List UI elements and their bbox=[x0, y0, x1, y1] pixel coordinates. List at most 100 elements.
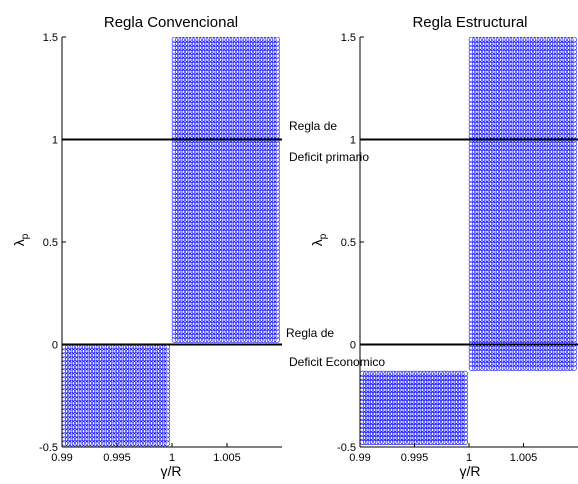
scatter-point bbox=[188, 264, 195, 271]
scatter-point bbox=[543, 100, 550, 107]
scatter-point bbox=[198, 72, 206, 79]
scatter-point bbox=[506, 156, 513, 163]
scatter-point bbox=[188, 140, 195, 147]
scatter-point bbox=[192, 68, 199, 75]
scatter-point bbox=[198, 216, 206, 223]
scatter-point bbox=[88, 396, 96, 403]
scatter-point bbox=[226, 108, 233, 115]
scatter-point bbox=[156, 388, 164, 395]
scatter-point bbox=[270, 332, 277, 339]
scatter-point bbox=[519, 37, 526, 43]
scatter-point bbox=[243, 100, 250, 107]
scatter-point bbox=[472, 104, 479, 111]
scatter-point bbox=[266, 56, 274, 63]
scatter-point bbox=[553, 160, 560, 167]
scatter-point bbox=[560, 220, 567, 227]
scatter-point bbox=[492, 64, 499, 71]
scatter-point bbox=[178, 248, 185, 255]
scatter-point bbox=[232, 152, 240, 159]
scatter-point bbox=[536, 268, 543, 275]
scatter-point bbox=[557, 68, 564, 75]
scatter-point bbox=[102, 400, 109, 407]
scatter-point bbox=[209, 96, 216, 103]
scatter-point bbox=[126, 400, 133, 407]
scatter-point bbox=[567, 140, 574, 147]
scatter-point bbox=[229, 208, 236, 215]
scatter-point bbox=[567, 196, 574, 203]
scatter-point bbox=[499, 192, 506, 199]
scatter-point bbox=[478, 112, 486, 119]
scatter-point bbox=[202, 236, 209, 243]
scatter-point bbox=[570, 60, 577, 67]
scatter-point bbox=[485, 192, 492, 199]
scatter-point bbox=[236, 56, 243, 63]
scatter-point bbox=[546, 84, 554, 91]
scatter-point bbox=[215, 260, 223, 267]
scatter-point bbox=[215, 128, 223, 135]
scatter-point bbox=[222, 108, 229, 115]
scatter-point bbox=[468, 128, 475, 135]
scatter-point bbox=[557, 252, 564, 259]
scatter-point bbox=[516, 224, 523, 231]
scatter-point bbox=[482, 180, 489, 187]
scatter-point bbox=[270, 204, 277, 211]
scatter-point bbox=[516, 168, 523, 175]
scatter-point bbox=[560, 112, 567, 119]
scatter-point bbox=[185, 268, 192, 275]
scatter-point bbox=[160, 440, 167, 447]
scatter-point bbox=[509, 204, 516, 211]
scatter-point bbox=[95, 384, 102, 391]
scatter-point bbox=[171, 64, 178, 71]
scatter-point bbox=[509, 264, 516, 271]
scatter-point bbox=[185, 68, 192, 75]
scatter-point bbox=[239, 37, 246, 43]
scatter-point bbox=[492, 244, 499, 251]
scatter-point bbox=[246, 160, 253, 167]
scatter-point bbox=[99, 388, 106, 395]
scatter-point bbox=[188, 112, 195, 119]
scatter-point bbox=[215, 180, 223, 187]
scatter-point bbox=[205, 248, 212, 255]
scatter-point bbox=[198, 224, 206, 231]
scatter-point bbox=[229, 52, 236, 59]
scatter-point bbox=[222, 276, 229, 283]
scatter-point bbox=[526, 200, 533, 207]
scatter-point bbox=[88, 400, 96, 407]
scatter-point bbox=[553, 104, 560, 111]
scatter-point bbox=[270, 44, 277, 51]
scatter-point bbox=[509, 68, 516, 75]
scatter-point bbox=[253, 64, 260, 71]
scatter-point bbox=[239, 296, 246, 303]
scatter-point bbox=[492, 240, 499, 247]
scatter-point bbox=[519, 96, 526, 103]
scatter-point bbox=[492, 224, 499, 231]
scatter-point bbox=[209, 84, 216, 91]
scatter-point bbox=[205, 196, 212, 203]
scatter-point bbox=[160, 400, 167, 407]
scatter-point bbox=[523, 48, 530, 55]
scatter-point bbox=[143, 364, 150, 371]
scatter-point bbox=[540, 240, 547, 247]
scatter-point bbox=[171, 144, 178, 151]
scatter-point bbox=[209, 296, 216, 303]
scatter-point bbox=[195, 268, 202, 275]
scatter-point bbox=[526, 192, 533, 199]
scatter-point bbox=[212, 212, 219, 219]
scatter-point bbox=[116, 380, 123, 387]
scatter-point bbox=[129, 416, 136, 423]
scatter-point bbox=[273, 288, 280, 295]
scatter-point bbox=[263, 224, 270, 231]
scatter-point bbox=[482, 88, 489, 95]
scatter-point bbox=[512, 120, 520, 127]
scatter-point bbox=[553, 268, 560, 275]
scatter-point bbox=[222, 116, 229, 123]
scatter-point bbox=[516, 104, 523, 111]
scatter-point bbox=[109, 396, 116, 403]
scatter-point bbox=[550, 160, 557, 167]
scatter-point bbox=[222, 48, 229, 55]
scatter-point bbox=[519, 104, 526, 111]
scatter-point bbox=[150, 400, 157, 407]
scatter-point bbox=[198, 280, 206, 287]
scatter-point bbox=[236, 144, 243, 151]
scatter-point bbox=[188, 216, 195, 223]
